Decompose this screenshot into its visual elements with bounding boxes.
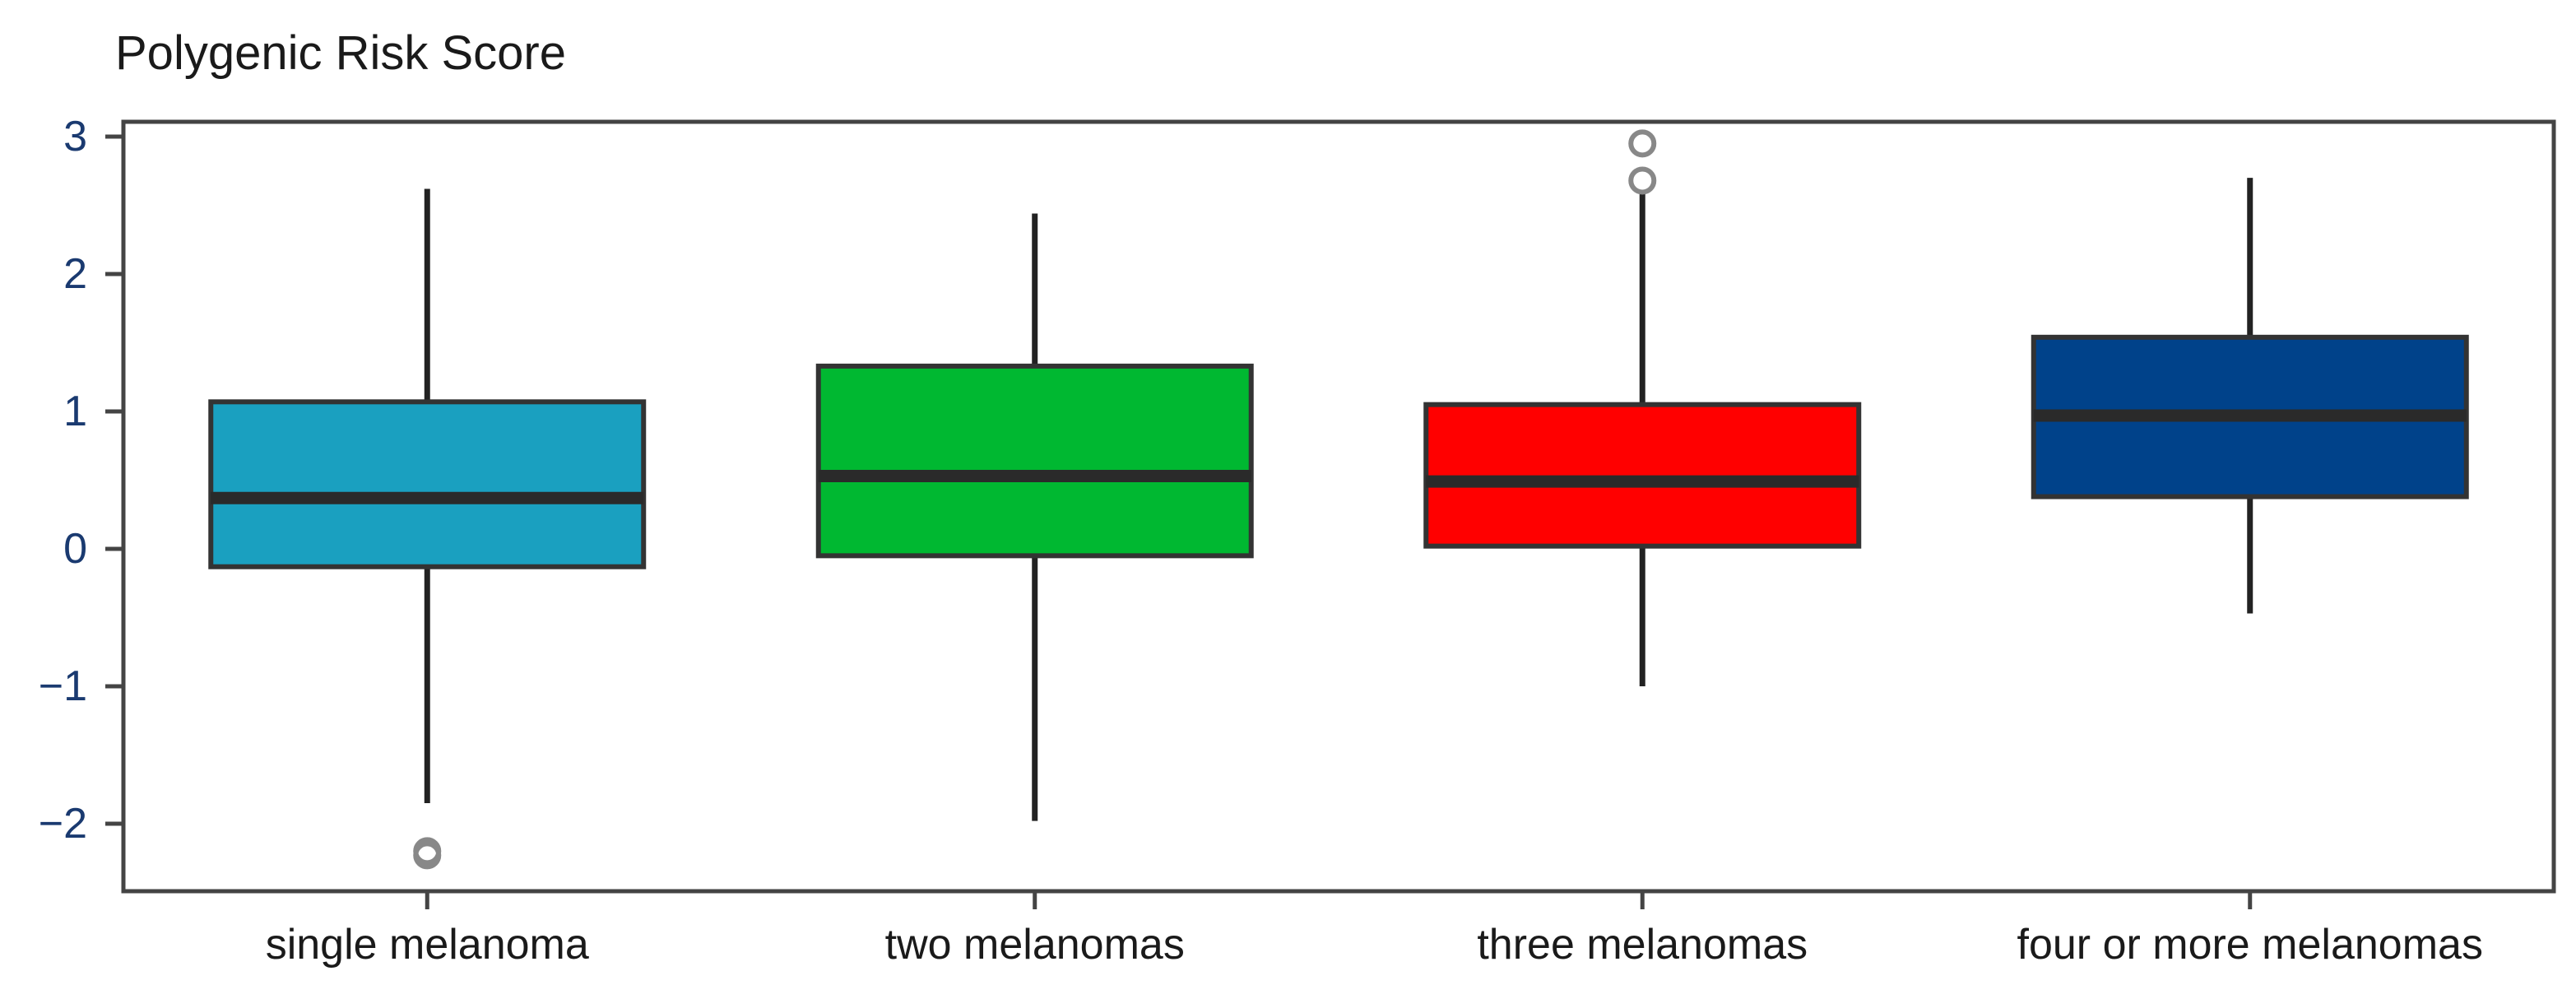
iqr-box [1423,402,1862,549]
outlier-point [413,841,442,870]
y-tick-label: 1 [63,388,87,435]
outlier-point [1628,166,1657,195]
plot-area-frame [121,119,2556,894]
y-tick-label: 2 [63,250,87,298]
x-tick-label: four or more melanomas [2017,921,2483,969]
x-tick-label: three melanomas [1477,921,1808,969]
outlier-point [1628,129,1657,158]
box-group [1423,129,1862,686]
y-tick-label: 3 [63,113,87,160]
boxes-layer [208,129,2469,870]
box-group [815,213,1254,821]
y-tick-label: −1 [39,662,87,710]
box-group [2031,178,2469,614]
y-tick-label: −2 [39,800,87,848]
y-tick-label: 0 [63,525,87,573]
x-tick-label: single melanoma [266,921,589,969]
chart-title: Polygenic Risk Score [115,26,566,80]
x-axis: single melanoma two melanomas three melano… [266,891,2483,969]
x-tick-label: two melanomas [885,921,1185,969]
iqr-box [208,399,647,569]
iqr-box [815,363,1254,559]
y-axis: 3 2 1 0 −1 −2 [39,113,123,848]
box-group [208,188,647,870]
